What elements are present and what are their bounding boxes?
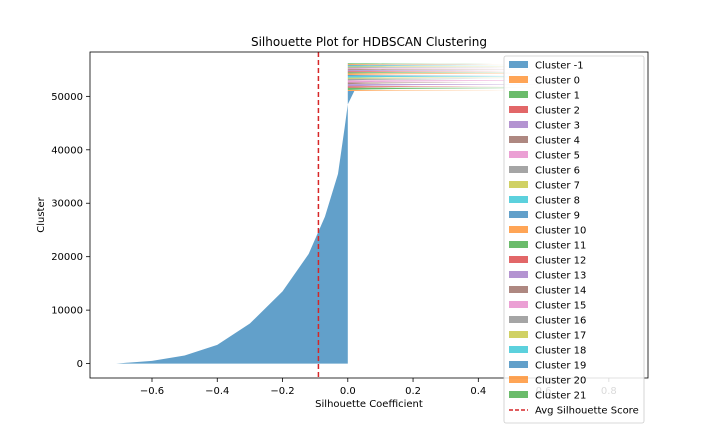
legend-swatch [509, 136, 528, 143]
cluster-area-11 [347, 73, 551, 75]
y-axis-ticks: 0 10000 20000 30000 40000 50000 [51, 92, 90, 370]
x-tick-label: 0.2 [405, 386, 421, 397]
legend-swatch [509, 151, 528, 158]
cluster-area-8 [347, 77, 528, 79]
legend-label: Cluster 2 [535, 106, 580, 117]
legend-label: Cluster 21 [535, 391, 586, 402]
cluster-area-7 [347, 78, 511, 81]
legend-swatch [509, 256, 528, 263]
legend-label: Cluster -1 [535, 61, 584, 72]
legend-label: Cluster 5 [535, 151, 580, 162]
legend-swatch [509, 211, 528, 218]
y-tick-label: 50000 [51, 92, 83, 103]
legend-label: Cluster 0 [535, 76, 580, 87]
legend-swatch [509, 166, 528, 173]
cluster-area-15 [347, 69, 544, 71]
cluster-area-16 [347, 68, 511, 70]
y-tick-label: 40000 [51, 145, 83, 156]
cluster-area-18 [347, 66, 544, 68]
legend-swatch [509, 106, 528, 113]
cluster-area-6 [347, 80, 577, 83]
cluster-area-10 [347, 74, 511, 77]
legend-label: Cluster 14 [535, 286, 586, 297]
legend-label: Cluster 16 [535, 316, 586, 327]
legend-label: Cluster 8 [535, 196, 580, 207]
cluster-area-17 [347, 67, 528, 69]
legend-swatch [509, 301, 528, 308]
legend-swatch [509, 76, 528, 83]
cluster-area-22 [347, 63, 495, 65]
legend-swatch [509, 241, 528, 248]
legend-swatch [509, 331, 528, 338]
legend-swatch [509, 121, 528, 128]
legend-swatch [509, 226, 528, 233]
legend-swatch [509, 271, 528, 278]
y-tick-label: 30000 [51, 199, 83, 210]
cluster-area-21 [347, 64, 511, 65]
x-tick-label: −0.4 [205, 386, 229, 397]
legend-swatch [509, 316, 528, 323]
cluster-area-2 [347, 87, 544, 90]
legend-label: Cluster 9 [535, 211, 580, 222]
cluster-area-5 [347, 82, 495, 85]
legend-swatch [509, 376, 528, 383]
legend-label: Cluster 15 [535, 301, 586, 312]
legend-label: Avg Silhouette Score [535, 406, 639, 417]
axes-frame [89, 51, 649, 379]
legend-swatch [509, 361, 528, 368]
cluster-area-13 [347, 71, 528, 73]
cluster-area-12 [347, 72, 511, 74]
x-axis-label: Silhouette Coefficient [315, 399, 423, 410]
x-tick-label: 0.4 [470, 386, 486, 397]
legend-label: Cluster 10 [535, 226, 586, 237]
legend: Cluster -1 Cluster 0 Cluster 1 Cluster 2 Clu… [503, 55, 645, 424]
x-tick-label: −0.2 [270, 386, 294, 397]
cluster-area-20 [347, 64, 528, 66]
cluster-area-4 [347, 84, 560, 87]
legend-label: Cluster 17 [535, 331, 586, 342]
cluster-area-9 [347, 76, 544, 78]
legend-label: Cluster 1 [535, 91, 580, 102]
cluster-area-3 [347, 86, 511, 88]
plot-area-layer [116, 52, 577, 378]
legend-label: Cluster 20 [535, 376, 586, 387]
legend-swatch [509, 91, 528, 98]
y-tick-label: 10000 [51, 306, 83, 317]
x-tick-label: 0.0 [340, 386, 356, 397]
legend-label: Cluster 4 [535, 136, 580, 147]
legend-label: Cluster 18 [535, 346, 586, 357]
legend-label: Cluster 7 [535, 181, 580, 192]
legend-label: Cluster 13 [535, 271, 586, 282]
legend-label: Cluster 19 [535, 361, 586, 372]
cluster-area-1 [347, 89, 528, 92]
cluster-area-14 [347, 70, 511, 72]
y-tick-label: 0 [77, 359, 83, 370]
legend-label: Cluster 12 [535, 256, 586, 267]
y-axis-label: Cluster [36, 196, 47, 232]
x-tick-label: −0.6 [140, 386, 164, 397]
legend-box [503, 55, 645, 424]
legend-swatch [509, 391, 528, 398]
legend-label: Cluster 3 [535, 121, 580, 132]
cluster-area-19 [347, 65, 511, 67]
legend-swatch [509, 61, 528, 68]
chart-title: Silhouette Plot for HDBSCAN Clustering [251, 35, 487, 49]
legend-swatch [509, 346, 528, 353]
legend-swatch [509, 181, 528, 188]
legend-label: Cluster 6 [535, 166, 580, 177]
legend-swatch [509, 196, 528, 203]
cluster-area-0 [116, 91, 355, 364]
legend-swatch [509, 286, 528, 293]
y-tick-label: 20000 [51, 252, 83, 263]
legend-label: Cluster 11 [535, 241, 586, 252]
